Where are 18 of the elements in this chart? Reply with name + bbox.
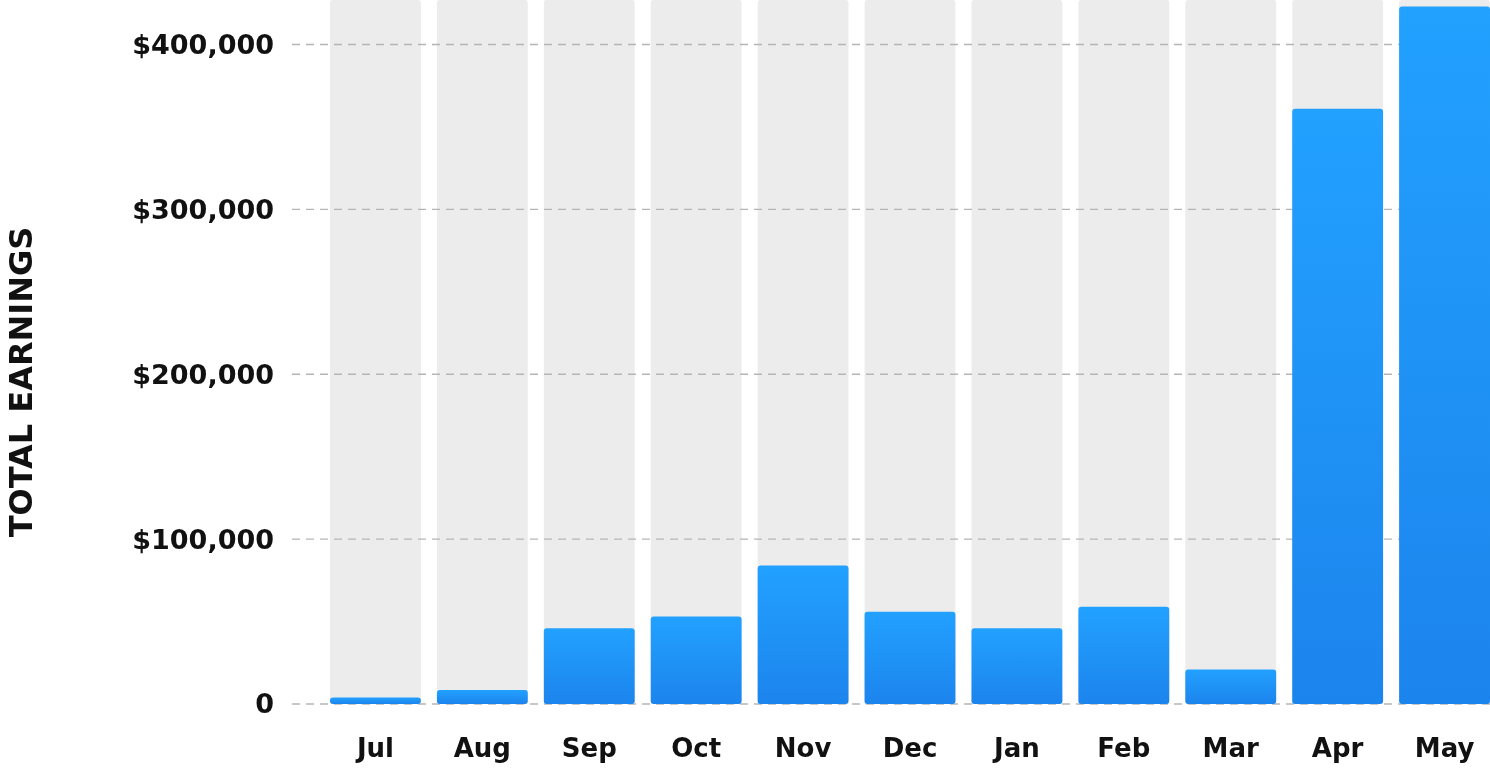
bar — [1399, 6, 1490, 704]
y-tick-label: $300,000 — [132, 193, 274, 225]
x-tick-label: Sep — [561, 733, 617, 763]
y-tick-label: 0 — [255, 688, 274, 720]
x-tick-label: Apr — [1311, 733, 1364, 763]
y-tick-label: $200,000 — [132, 358, 274, 390]
x-tick-label: Mar — [1202, 733, 1260, 763]
x-tick-label: Feb — [1097, 733, 1151, 763]
y-axis-title: TOTAL EARNINGS — [2, 226, 40, 538]
x-tick-label: Jul — [354, 733, 394, 763]
x-tick-label: Nov — [774, 733, 832, 763]
y-tick-label: $400,000 — [132, 28, 274, 60]
x-tick-label: May — [1414, 733, 1475, 763]
x-tick-label: Aug — [453, 733, 511, 763]
x-tick-label: Jan — [992, 733, 1040, 763]
x-tick-label: Dec — [882, 733, 938, 763]
x-tick-label: Oct — [671, 733, 722, 763]
y-tick-label: $100,000 — [132, 523, 274, 555]
